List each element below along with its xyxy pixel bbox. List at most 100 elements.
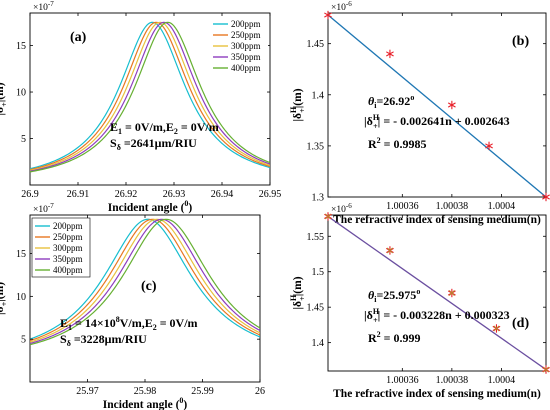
text-segment: =2641μm/RIU <box>121 136 197 150</box>
text-segment: Incident angle ( <box>103 399 180 410</box>
plot-area <box>328 215 546 371</box>
x-tick-label: 1.00038 <box>436 375 469 386</box>
x-tick-label: 1.00038 <box>436 201 469 212</box>
text-segment: R <box>368 331 377 345</box>
text-segment: -7 <box>48 0 54 8</box>
legend-label: 300ppm <box>53 243 83 253</box>
y-tick-label: 1.45 <box>307 303 325 314</box>
x-tick-label: 25.99 <box>191 386 214 397</box>
text-segment: = 0V/m,E <box>122 120 174 134</box>
text-segment: |δ <box>364 308 373 322</box>
text-segment: The refractive index of sensing medium(n… <box>333 214 541 226</box>
data-point <box>324 212 332 221</box>
x-tick-label: 25.97 <box>76 386 99 397</box>
x-tick-label: 26.92 <box>115 189 138 200</box>
x-tick-label: 26.9 <box>21 189 39 200</box>
text-segment: + <box>0 102 9 107</box>
annotation-angle: θi=25.975o <box>368 287 420 304</box>
text-segment: R <box>368 137 377 151</box>
legend-label: 350ppm <box>53 254 83 264</box>
x-tick-label: 26.94 <box>211 189 234 200</box>
y-tick-label: 10 <box>16 88 26 99</box>
text-segment: i <box>374 295 377 304</box>
x-axis-label: The refractive index of sensing medium(n… <box>333 214 541 226</box>
data-point <box>485 141 493 151</box>
marker-stroke <box>542 194 550 200</box>
text-segment: 2 <box>153 323 157 332</box>
legend-label: 200ppm <box>53 221 83 231</box>
text-segment: δ <box>67 339 71 348</box>
x-tick-label: 1.00036 <box>386 201 419 212</box>
text-segment: =25.975 <box>376 288 416 302</box>
text-segment: = 0V/m <box>157 316 198 330</box>
text-segment: 2 <box>174 127 178 136</box>
text-segment: ×10 <box>33 3 48 13</box>
text-segment: H <box>289 294 298 301</box>
plot-frame <box>327 12 547 198</box>
y-tick-label: 15 <box>16 41 26 52</box>
text-segment: -7 <box>48 202 54 210</box>
annotation-field: E1 = 14×108V/m,E2 = 0V/m <box>60 315 198 332</box>
y-tick-label: 1.3 <box>312 193 325 204</box>
data-point <box>447 100 456 110</box>
plot-frame <box>29 12 271 186</box>
marker-stroke <box>386 51 394 57</box>
x-tick-label: 1.00036 <box>386 375 419 386</box>
text-segment: The refractive index of sensing medium(n… <box>333 388 541 400</box>
panel-label: (d) <box>512 316 529 331</box>
data-point <box>386 49 394 59</box>
annotation-equation: |δH +| = - 0.003228n + 0.000323 <box>364 307 510 325</box>
y-axis-label: |δH+|(m) <box>289 276 307 309</box>
text-segment: H <box>289 106 298 113</box>
annotation-r-squared: R2 = 0.999 <box>368 330 421 345</box>
marker-overlay <box>386 247 393 254</box>
text-segment: ) <box>188 202 192 214</box>
series-curve-200ppm <box>30 21 270 170</box>
text-segment: ×10 <box>331 205 346 215</box>
x-tick-label: 1.0004 <box>488 375 516 386</box>
series-curve-250ppm <box>30 218 260 342</box>
panel-2: 1.00036 1.00038 1.00041.31.351.41.45×10-6|… <box>289 0 550 226</box>
text-segment: o <box>410 93 414 102</box>
text-segment: = 0.999 <box>381 331 421 345</box>
x-tick-label: 26.95 <box>259 189 282 200</box>
axis-multiplier: ×10-6 <box>331 0 352 13</box>
y-axis-label: |δH+|(m) <box>289 88 307 121</box>
series-curve-300ppm <box>30 21 270 172</box>
text-segment: 1 <box>68 323 72 332</box>
series-curve-300ppm <box>30 218 260 343</box>
y-axis-label: |δH+|(m) <box>0 82 9 115</box>
marker-stroke <box>447 102 456 108</box>
y-tick-label: 5 <box>21 134 26 145</box>
text-segment: =3228μm/RIU <box>71 332 147 346</box>
fit-line <box>328 215 546 371</box>
panel-label: (a) <box>70 30 87 45</box>
legend-label: 300ppm <box>231 41 261 51</box>
text-segment: i <box>374 101 377 110</box>
text-segment: |(m) <box>292 276 304 296</box>
annotation-r-squared: R2 = 0.9985 <box>368 136 427 151</box>
y-tick-label: 1.5 <box>312 267 325 278</box>
text-segment: θ <box>368 94 375 108</box>
series-curve-200ppm <box>30 218 260 340</box>
data-point <box>386 246 394 255</box>
axis-multiplier: ×10-7 <box>33 0 54 13</box>
text-segment: + <box>373 122 378 131</box>
x-tick-label: 1.0004 <box>488 201 516 212</box>
text-segment: + <box>298 296 307 301</box>
legend-label: 400ppm <box>53 265 83 275</box>
y-axis-label: |δH+|(m) <box>0 282 9 315</box>
series-curve-250ppm <box>30 21 270 171</box>
axis-multiplier: ×10-7 <box>33 202 54 215</box>
plot-area <box>30 21 270 173</box>
text-segment: 8 <box>116 315 120 324</box>
text-segment: 1 <box>118 127 122 136</box>
marker-overlay <box>493 325 500 332</box>
text-segment: o <box>416 287 420 296</box>
text-segment: θ <box>368 288 375 302</box>
marker-overlay <box>448 290 455 296</box>
plot-frame <box>327 214 547 372</box>
plot-area <box>328 14 546 197</box>
